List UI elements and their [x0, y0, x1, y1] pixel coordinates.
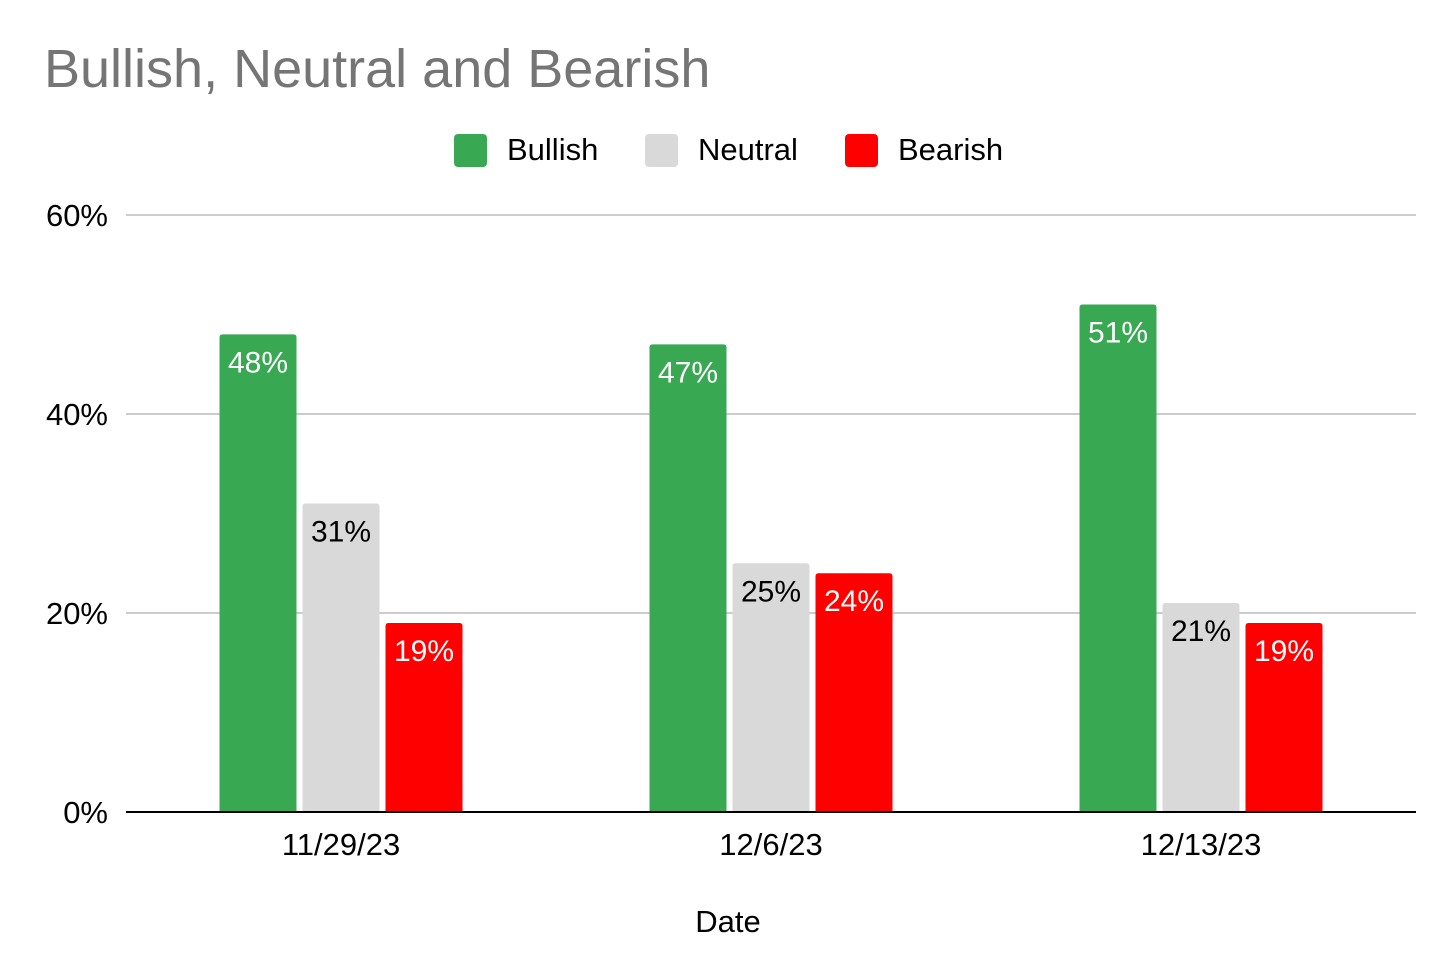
y-tick-label: 0%: [63, 795, 108, 830]
data-label: 19%: [394, 635, 454, 668]
legend-label-bullish: Bullish: [507, 132, 599, 167]
legend-label-neutral: Neutral: [698, 132, 798, 167]
bar: [1079, 304, 1157, 812]
legend-item-bearish: Bearish: [845, 126, 1003, 174]
data-label: 21%: [1171, 615, 1231, 648]
data-label: 19%: [1254, 635, 1314, 668]
legend-item-neutral: Neutral: [645, 126, 798, 174]
legend-item-bullish: Bullish: [454, 126, 598, 174]
legend-swatch-neutral: [645, 133, 678, 167]
data-label: 51%: [1088, 317, 1148, 350]
bar: [219, 334, 297, 812]
data-label: 24%: [824, 585, 884, 618]
data-label: 47%: [658, 356, 718, 389]
bar: [815, 573, 893, 812]
x-tick-label: 11/29/23: [282, 827, 400, 862]
y-tick-label: 60%: [46, 198, 108, 233]
bar: [1245, 622, 1323, 812]
data-label: 31%: [311, 516, 371, 549]
legend-label-bearish: Bearish: [898, 132, 1004, 167]
y-tick-label: 40%: [46, 397, 108, 432]
data-label: 48%: [228, 346, 288, 379]
y-tick-label: 20%: [46, 596, 108, 631]
x-tick-label: 12/13/23: [1141, 827, 1262, 862]
chart-title: Bullish, Neutral and Bearish: [44, 39, 711, 99]
legend-swatch-bullish: [454, 133, 487, 167]
data-label: 25%: [741, 575, 801, 608]
bar: [649, 344, 727, 812]
legend-swatch-bearish: [845, 133, 878, 167]
x-tick-label: 12/6/23: [719, 827, 822, 862]
bar: [385, 622, 463, 812]
bar: [1162, 603, 1240, 812]
legend: Bullish Neutral Bearish: [0, 126, 1456, 174]
bar: [302, 503, 380, 812]
x-axis-title: Date: [695, 904, 761, 939]
bar: [732, 563, 810, 812]
